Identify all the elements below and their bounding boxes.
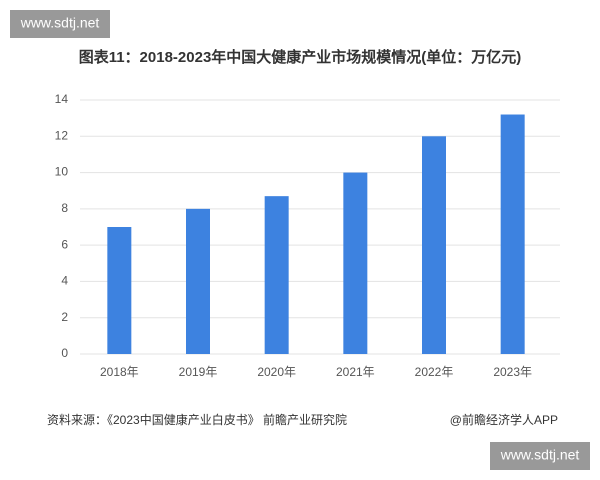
- source: 资料来源：《2023中国健康产业白皮书》 前瞻产业研究院: [47, 412, 347, 427]
- watermark-box: [10, 10, 110, 38]
- bar: [343, 172, 368, 354]
- y-tick-label: 2: [61, 310, 68, 324]
- x-tick-label: 2020年: [257, 365, 296, 379]
- bar: [264, 196, 289, 354]
- x-tick-label: 2018年: [100, 365, 139, 379]
- x-tick-label: 2021年: [336, 365, 375, 379]
- watermark-box: [490, 442, 590, 470]
- x-tick-label: 2022年: [415, 365, 454, 379]
- y-tick-label: 12: [55, 128, 69, 142]
- credit: @前瞻经济学人APP: [450, 412, 558, 427]
- x-tick-label: 2019年: [179, 365, 218, 379]
- bar: [186, 208, 210, 354]
- bar: [107, 227, 132, 354]
- x-tick-label: 2023年: [493, 365, 532, 379]
- y-tick-label: 4: [61, 274, 68, 288]
- y-tick-label: 8: [61, 201, 68, 215]
- watermark: www.sdtj.net: [500, 447, 580, 463]
- chart-title: 图表11：2018-2023年中国大健康产业市场规模情况(单位：万亿元): [79, 48, 522, 66]
- y-tick-label: 0: [61, 346, 68, 360]
- watermark: www.sdtj.net: [20, 15, 100, 31]
- y-tick-label: 10: [55, 165, 69, 179]
- bar: [500, 114, 525, 354]
- bar: [422, 136, 446, 354]
- y-tick-label: 6: [61, 237, 68, 251]
- y-tick-label: 14: [55, 92, 69, 106]
